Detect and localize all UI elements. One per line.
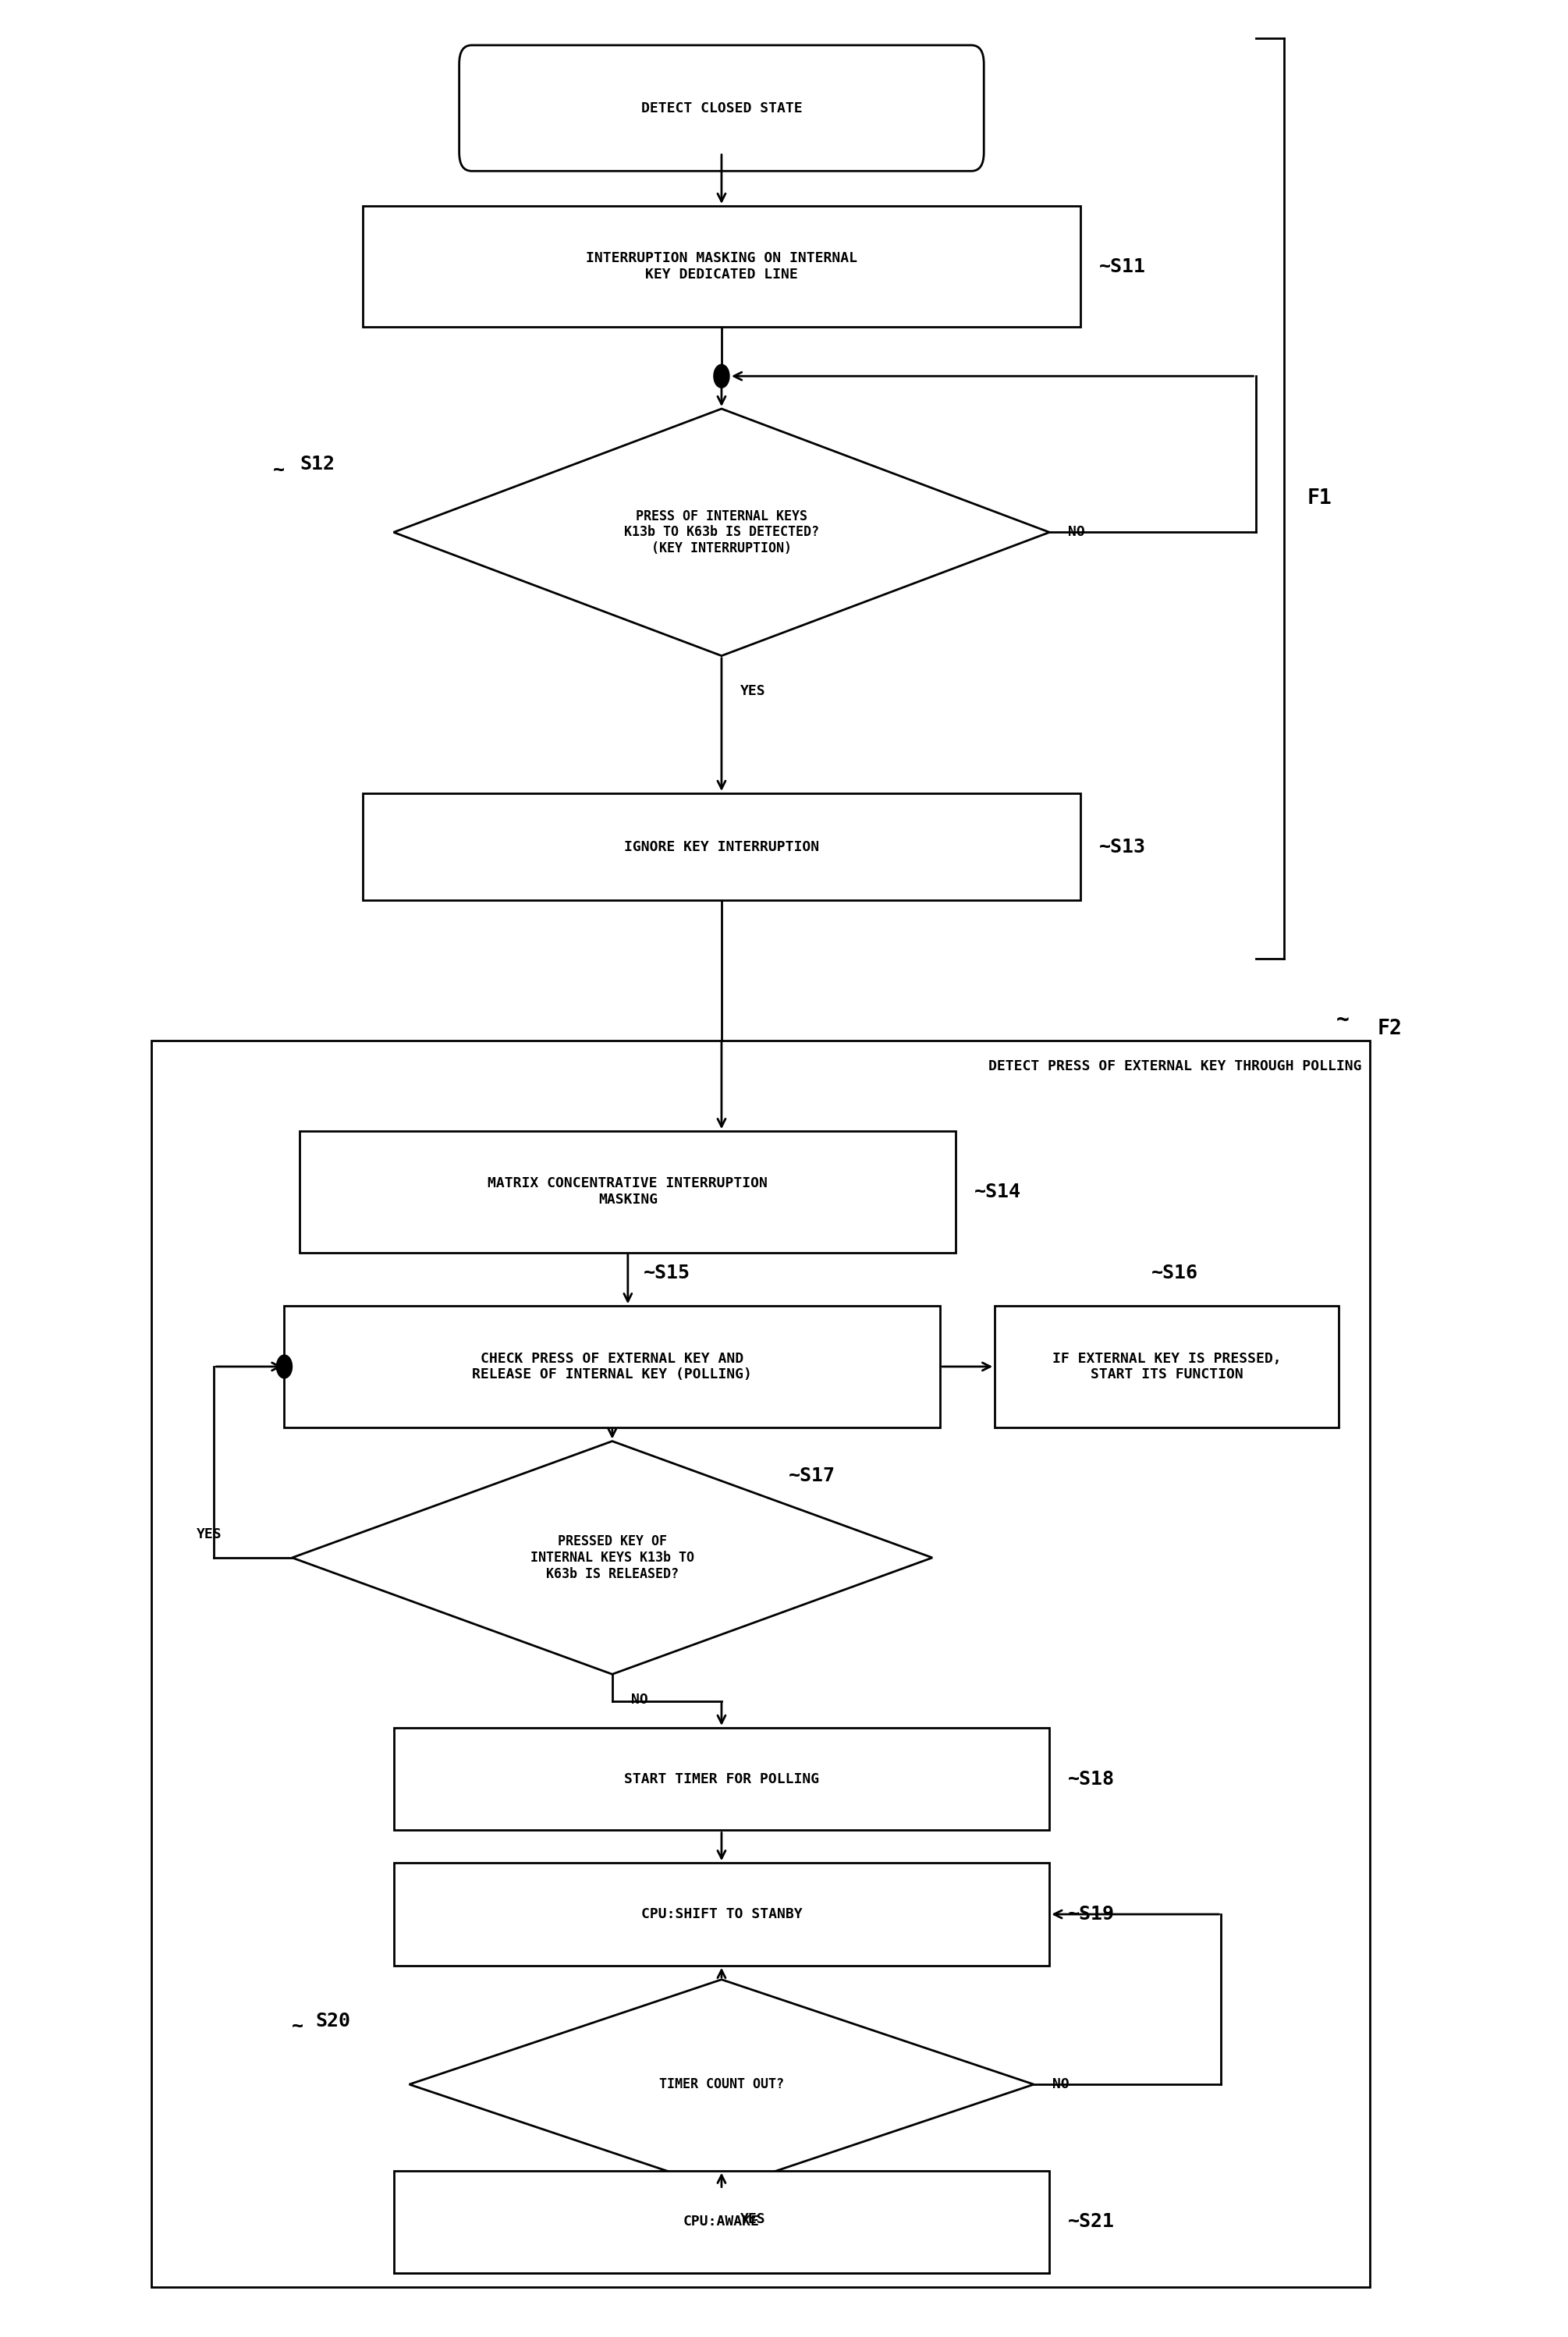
Bar [994,1306,1339,1428]
Polygon shape [394,409,1049,657]
Text: PRESS OF INTERNAL KEYS
K13b TO K63b IS DETECTED?
(KEY INTERRUPTION): PRESS OF INTERNAL KEYS K13b TO K63b IS D… [624,509,818,556]
Text: ~: ~ [292,2017,303,2036]
Text: ~S16: ~S16 [1151,1264,1198,1283]
Text: START TIMER FOR POLLING: START TIMER FOR POLLING [624,1771,818,1785]
Text: YES: YES [740,2213,765,2227]
Bar [394,1863,1049,1965]
Bar [362,206,1080,327]
Text: ~S14: ~S14 [974,1183,1021,1201]
Text: ~S15: ~S15 [643,1264,690,1283]
Text: MATRIX CONCENTRATIVE INTERRUPTION
MASKING: MATRIX CONCENTRATIVE INTERRUPTION MASKIN… [488,1176,768,1206]
Text: YES: YES [740,685,765,699]
Circle shape [276,1355,292,1379]
Bar [152,1040,1369,2288]
Text: ~: ~ [1336,1010,1348,1031]
Bar [284,1306,941,1428]
Text: NO: NO [630,1692,648,1706]
Text: PRESSED KEY OF
INTERNAL KEYS K13b TO
K63b IS RELEASED?: PRESSED KEY OF INTERNAL KEYS K13b TO K63… [530,1535,695,1580]
Text: ~S19: ~S19 [1068,1905,1115,1923]
Text: ~S21: ~S21 [1068,2213,1115,2232]
Bar [362,792,1080,900]
Text: NO: NO [1052,2078,1069,2092]
Text: ~S11: ~S11 [1099,257,1146,276]
Text: ~S13: ~S13 [1099,837,1146,855]
Text: IF EXTERNAL KEY IS PRESSED,
START ITS FUNCTION: IF EXTERNAL KEY IS PRESSED, START ITS FU… [1052,1351,1281,1381]
Bar [394,1727,1049,1830]
Bar [299,1131,956,1253]
Text: DETECT CLOSED STATE: DETECT CLOSED STATE [641,100,803,115]
Text: TIMER COUNT OUT?: TIMER COUNT OUT? [659,2078,784,2092]
Polygon shape [409,1979,1033,2190]
Text: ~S17: ~S17 [789,1468,836,1486]
Text: CPU:AWAKE: CPU:AWAKE [684,2215,760,2229]
Text: IGNORE KEY INTERRUPTION: IGNORE KEY INTERRUPTION [624,839,818,853]
FancyBboxPatch shape [459,44,983,171]
Text: S20: S20 [315,2012,351,2031]
Text: NO: NO [1068,526,1085,540]
Text: ~S18: ~S18 [1068,1769,1115,1788]
Text: F2: F2 [1377,1019,1402,1040]
Text: INTERRUPTION MASKING ON INTERNAL
KEY DEDICATED LINE: INTERRUPTION MASKING ON INTERNAL KEY DED… [586,252,858,283]
Bar [394,2171,1049,2274]
Text: YES: YES [196,1528,221,1542]
Circle shape [713,365,729,388]
Text: S12: S12 [299,456,336,474]
Text: F1: F1 [1308,488,1331,509]
Text: ~: ~ [273,460,284,479]
Polygon shape [292,1442,933,1673]
Text: DETECT PRESS OF EXTERNAL KEY THROUGH POLLING: DETECT PRESS OF EXTERNAL KEY THROUGH POL… [988,1059,1361,1073]
Text: CPU:SHIFT TO STANBY: CPU:SHIFT TO STANBY [641,1907,803,1921]
Text: CHECK PRESS OF EXTERNAL KEY AND
RELEASE OF INTERNAL KEY (POLLING): CHECK PRESS OF EXTERNAL KEY AND RELEASE … [472,1351,753,1381]
